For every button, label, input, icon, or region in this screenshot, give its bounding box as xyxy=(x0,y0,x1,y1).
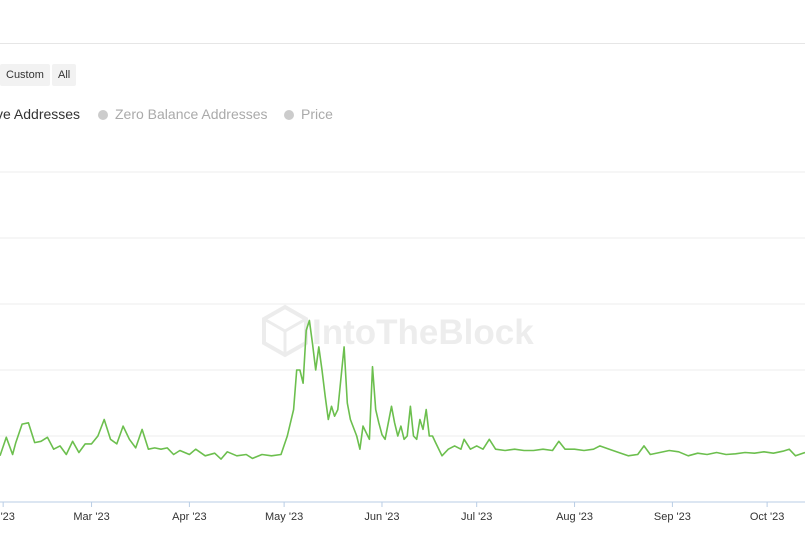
range-custom-button[interactable]: Custom xyxy=(0,64,50,86)
grid-lines xyxy=(0,171,805,437)
x-tick-label: Jul '23 xyxy=(461,511,492,523)
x-tick-label: Aug '23 xyxy=(556,511,593,523)
x-tick-label: Jun '23 xyxy=(364,511,399,523)
x-axis-ticks: b '23 Mar '23 Apr '23 May '23 Jun '23 Jul '23… xyxy=(0,502,784,523)
x-tick-label: Oct '23 xyxy=(750,511,785,523)
watermark xyxy=(262,304,308,358)
header-divider xyxy=(0,43,805,44)
series-line xyxy=(0,319,805,460)
legend-label: ve Addresses xyxy=(0,106,81,122)
x-tick-label: Apr '23 xyxy=(172,511,207,523)
range-all-button[interactable]: All xyxy=(52,64,77,86)
x-tick-label: Mar '23 xyxy=(73,511,109,523)
legend-label: Zero Balance Addresses xyxy=(115,106,268,122)
x-tick-label: May '23 xyxy=(265,511,303,523)
legend-dot-icon xyxy=(284,110,294,120)
x-tick-label: Sep '23 xyxy=(654,511,691,523)
legend-item-active-addresses[interactable]: ve Addresses xyxy=(0,105,80,123)
legend-label: Price xyxy=(301,106,333,122)
legend-dot-icon xyxy=(98,110,108,120)
legend-item-price[interactable]: Price xyxy=(284,105,333,123)
watermark-logo-inner-icon xyxy=(263,317,307,333)
watermark-text: IntoTheBlock xyxy=(312,313,534,352)
x-tick-label: b '23 xyxy=(0,511,15,523)
legend-item-zero-balance-addresses[interactable]: Zero Balance Addresses xyxy=(98,105,268,123)
